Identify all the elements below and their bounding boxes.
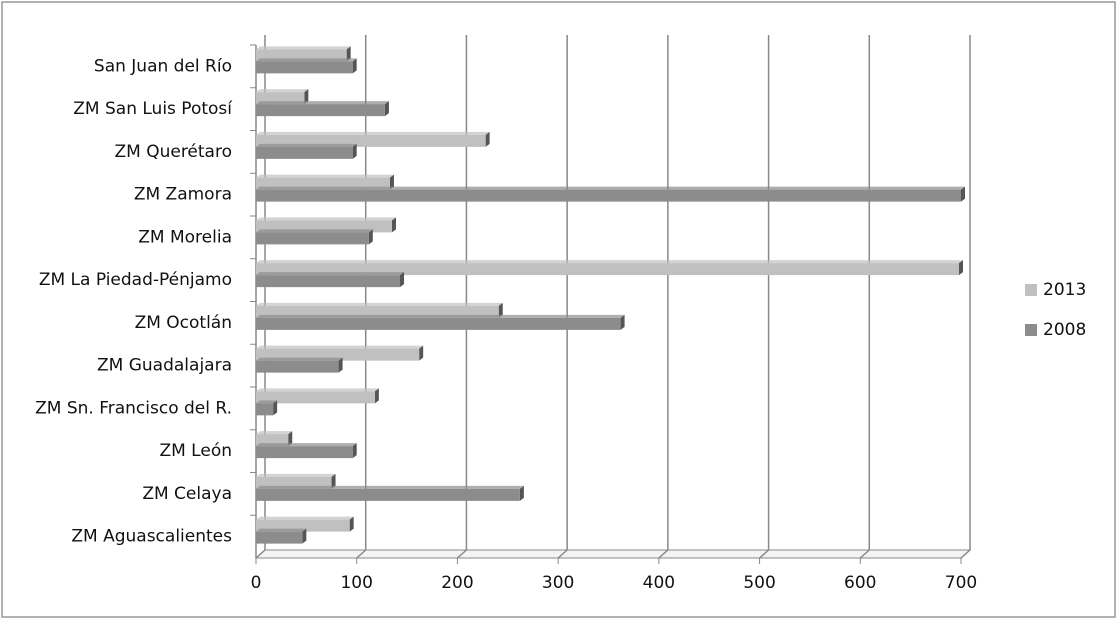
- bar: [256, 317, 621, 330]
- x-tick-label: 200: [441, 573, 473, 593]
- bar-side: [391, 217, 396, 233]
- grid-line-floor: [658, 549, 669, 559]
- bar-side: [958, 260, 963, 276]
- bar: [256, 146, 353, 159]
- bar-top: [256, 431, 293, 435]
- bar: [256, 232, 369, 245]
- bar: [256, 189, 961, 202]
- bar-top: [256, 516, 354, 520]
- grid-line-floor: [960, 549, 971, 559]
- bar-side: [374, 388, 379, 404]
- bar-top: [256, 357, 343, 361]
- bar-top: [256, 143, 357, 147]
- bar-top: [256, 58, 357, 62]
- grid-line-floor: [255, 549, 266, 559]
- bar-side: [498, 302, 503, 318]
- grid-line-floor: [759, 549, 770, 559]
- bar-side: [304, 89, 309, 105]
- x-tick-label: 400: [643, 573, 675, 593]
- bar: [256, 531, 303, 544]
- bar-top: [256, 528, 307, 532]
- bar-top: [256, 388, 379, 392]
- legend-swatch: [1025, 284, 1037, 296]
- x-tick-label: 600: [844, 573, 876, 593]
- bar-top: [256, 46, 351, 50]
- bar: [256, 391, 375, 404]
- y-tick-label: ZM Querétaro: [114, 142, 232, 162]
- floor: [254, 549, 972, 559]
- legend-label: 2008: [1043, 320, 1086, 340]
- x-tick-label: 0: [251, 573, 262, 593]
- bar-top: [256, 272, 405, 276]
- bar-side: [273, 400, 278, 416]
- y-tick-label: ZM Morelia: [138, 227, 232, 247]
- x-tick-label: 100: [340, 573, 372, 593]
- bar-side: [419, 345, 424, 361]
- y-tick-label: ZM La Piedad-Pénjamo: [39, 270, 232, 290]
- bar: [256, 360, 339, 373]
- bar-side: [519, 485, 524, 501]
- bar-top: [256, 131, 490, 135]
- y-tick-label: ZM Ocotlán: [135, 313, 232, 333]
- bar-top: [256, 345, 424, 349]
- bar-side: [352, 143, 357, 159]
- bar-side: [338, 357, 343, 373]
- bar-top: [256, 186, 965, 190]
- grid-line-floor: [557, 549, 568, 559]
- y-tick-label: ZM Sn. Francisco del R.: [35, 398, 232, 418]
- legend-label: 2013: [1043, 280, 1086, 300]
- bar-top: [256, 473, 336, 477]
- bar-top: [256, 485, 524, 489]
- bar-side: [384, 101, 389, 117]
- bar-top: [256, 89, 309, 93]
- bar-side: [368, 229, 373, 245]
- grid-line-floor: [859, 549, 870, 559]
- bar-top: [256, 443, 357, 447]
- y-tick-label: San Juan del Río: [94, 56, 232, 76]
- legend-swatch: [1025, 324, 1037, 336]
- bar: [256, 61, 353, 74]
- bar-side: [389, 174, 394, 190]
- bar-side: [620, 314, 625, 330]
- bar-side: [485, 131, 490, 147]
- y-tick-label: ZM León: [159, 441, 232, 461]
- bar-side: [352, 58, 357, 74]
- bar-top: [256, 174, 394, 178]
- x-tick-label: 500: [743, 573, 775, 593]
- bar: [256, 275, 401, 288]
- bar-top: [256, 302, 503, 306]
- grid-line-floor: [456, 549, 467, 559]
- bar-top: [256, 217, 396, 221]
- y-tick-label: ZM Zamora: [134, 185, 232, 205]
- x-tick-label: 700: [945, 573, 977, 593]
- bar: [256, 104, 385, 117]
- bar-side: [302, 528, 307, 544]
- bar: [256, 488, 520, 501]
- bar-side: [961, 186, 965, 202]
- bar-top: [256, 229, 373, 233]
- bar-side: [346, 46, 351, 62]
- y-tick-label: ZM Celaya: [142, 484, 232, 504]
- bar-top: [256, 101, 389, 105]
- y-tick-label: ZM San Luis Potosí: [73, 99, 233, 119]
- x-tick-label: 300: [542, 573, 574, 593]
- bar: [256, 446, 353, 459]
- y-tick-label: ZM Aguascalientes: [71, 527, 232, 547]
- bar: [256, 263, 959, 276]
- bar-side: [288, 431, 293, 447]
- bar-top: [256, 314, 625, 318]
- y-tick-label: ZM Guadalajara: [97, 356, 232, 376]
- bar-side: [352, 443, 357, 459]
- bar-side: [331, 473, 336, 489]
- bar-top: [256, 260, 963, 264]
- bar-top: [256, 400, 278, 404]
- bar: [256, 403, 274, 416]
- grid-line-floor: [356, 549, 367, 559]
- bar-side: [349, 516, 354, 532]
- bar-side: [400, 272, 405, 288]
